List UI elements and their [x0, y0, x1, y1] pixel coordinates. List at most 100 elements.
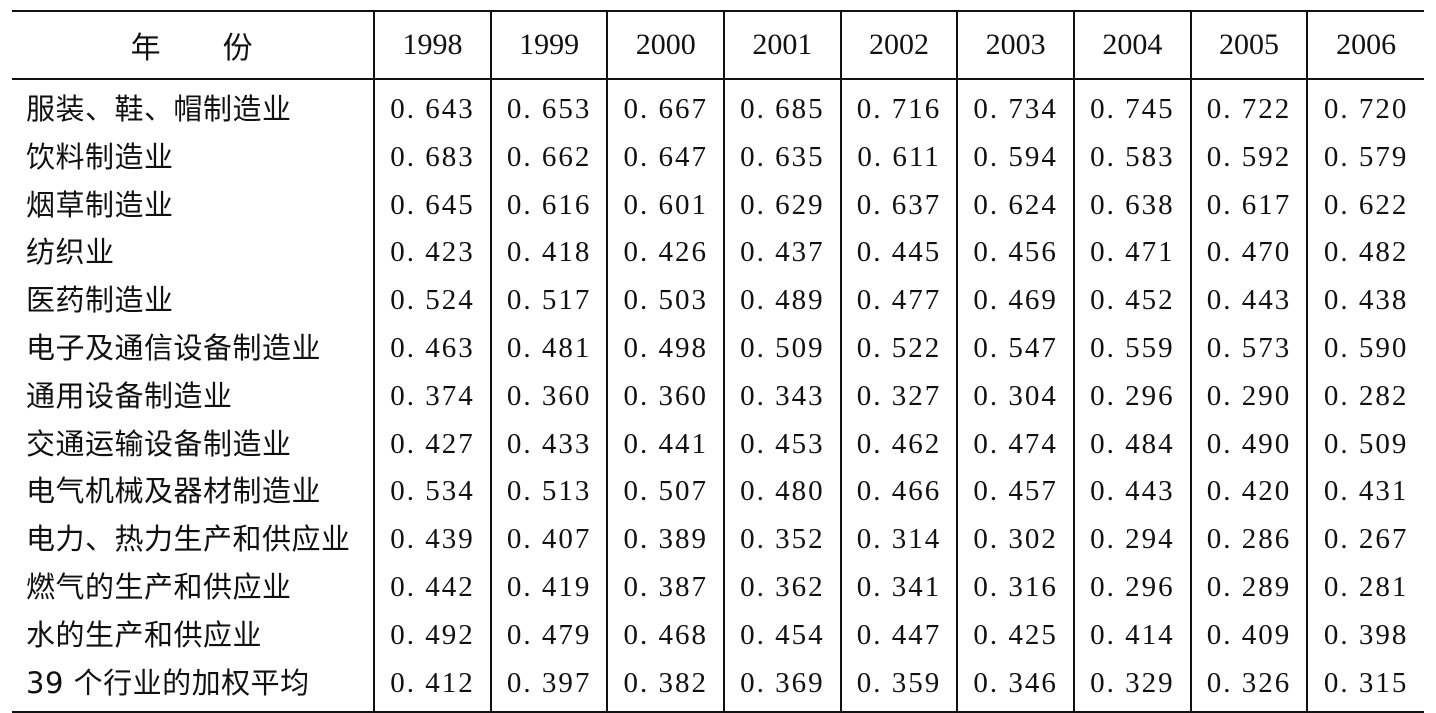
value-cell: 0. 547	[956, 324, 1074, 373]
industry-name-cell: 电气机械及器材制造业	[26, 474, 322, 509]
header-year-label: 年份	[12, 11, 374, 79]
value-cell: 0. 469	[956, 277, 1074, 325]
value-cell: 0. 382	[606, 659, 725, 713]
value-cell: 0. 418	[489, 229, 608, 278]
value-cell: 0. 524	[373, 277, 491, 325]
value-cell: 0. 470	[1189, 229, 1308, 278]
data-table: 年份 1998 1999 2000 2001 2002 2003 2004 20…	[12, 10, 1424, 713]
value-cell: 0. 419	[489, 563, 608, 612]
value-cell: 0. 645	[373, 181, 491, 230]
value-cell: 0. 482	[1306, 229, 1424, 278]
value-cell: 0. 343	[723, 372, 841, 421]
industry-name-cell: 交通运输设备制造业	[26, 426, 292, 461]
industry-name-cell: 水的生产和供应业	[26, 617, 263, 652]
value-cell: 0. 315	[1306, 659, 1424, 713]
value-cell: 0. 346	[956, 659, 1074, 713]
table-row: 通用设备制造业 0. 374 0. 360 0. 360 0. 343 0. 327 0. …	[12, 372, 1424, 421]
industry-name-cell: 电力、热力生产和供应业	[26, 522, 351, 557]
value-cell: 0. 362	[723, 563, 841, 612]
value-cell: 0. 329	[1073, 659, 1191, 713]
value-cell: 0. 667	[606, 79, 725, 134]
value-cell: 0. 653	[489, 79, 608, 134]
value-cell: 0. 489	[723, 277, 841, 325]
value-cell: 0. 583	[1073, 133, 1191, 182]
value-cell: 0. 447	[839, 611, 958, 660]
value-cell: 0. 316	[956, 563, 1074, 612]
value-cell: 0. 594	[956, 133, 1074, 182]
value-cell: 0. 722	[1189, 79, 1308, 134]
value-cell: 0. 412	[373, 659, 491, 713]
value-cell: 0. 374	[373, 372, 491, 421]
value-cell: 0. 592	[1189, 133, 1308, 182]
value-cell: 0. 624	[956, 181, 1074, 230]
value-cell: 0. 431	[1306, 468, 1424, 517]
value-cell: 0. 286	[1189, 516, 1308, 564]
value-cell: 0. 282	[1306, 372, 1424, 421]
industry-name-cell: 39 个行业的加权平均	[26, 665, 310, 700]
value-cell: 0. 352	[723, 516, 841, 564]
industry-name-cell: 服装、鞋、帽制造业	[26, 92, 292, 126]
value-cell: 0. 457	[956, 468, 1074, 517]
value-cell: 0. 662	[489, 133, 608, 182]
value-cell: 0. 745	[1073, 79, 1191, 134]
value-cell: 0. 466	[839, 468, 958, 517]
industry-name-cell: 电子及通信设备制造业	[26, 330, 322, 365]
value-cell: 0. 443	[1189, 277, 1308, 325]
table-row: 纺织业 0. 423 0. 418 0. 426 0. 437 0. 445 0. 456 0…	[12, 229, 1424, 278]
value-cell: 0. 456	[956, 229, 1074, 278]
value-cell: 0. 442	[373, 563, 491, 612]
table-row: 饮料制造业 0. 683 0. 662 0. 647 0. 635 0. 611 0. 59…	[12, 133, 1424, 182]
value-cell: 0. 369	[723, 659, 841, 713]
value-cell: 0. 685	[723, 79, 841, 134]
value-cell: 0. 637	[839, 181, 958, 230]
value-cell: 0. 441	[606, 420, 725, 469]
value-cell: 0. 468	[606, 611, 725, 660]
value-cell: 0. 290	[1189, 372, 1308, 421]
value-cell: 0. 716	[839, 79, 958, 134]
value-cell: 0. 481	[489, 324, 608, 373]
value-cell: 0. 407	[489, 516, 608, 564]
value-cell: 0. 534	[373, 468, 491, 517]
table-row: 服装、鞋、帽制造业 0. 643 0. 653 0. 667 0. 685 0. 716 0…	[12, 79, 1424, 134]
value-cell: 0. 387	[606, 563, 725, 612]
value-cell: 0. 579	[1306, 133, 1424, 182]
value-cell: 0. 509	[1306, 420, 1424, 469]
industry-name-cell: 烟草制造业	[26, 187, 174, 222]
table-row: 燃气的生产和供应业 0. 442 0. 419 0. 387 0. 362 0. 341 0…	[12, 563, 1424, 612]
value-cell: 0. 341	[839, 563, 958, 612]
value-cell: 0. 629	[723, 181, 841, 230]
value-cell: 0. 304	[956, 372, 1074, 421]
value-cell: 0. 302	[956, 516, 1074, 564]
value-cell: 0. 425	[956, 611, 1074, 660]
value-cell: 0. 454	[723, 611, 841, 660]
table-row: 烟草制造业 0. 645 0. 616 0. 601 0. 629 0. 637 0. 62…	[12, 181, 1424, 230]
value-cell: 0. 267	[1306, 516, 1424, 564]
table-body: 服装、鞋、帽制造业 0. 643 0. 653 0. 667 0. 685 0. 716 0…	[12, 79, 1424, 713]
value-cell: 0. 453	[723, 420, 841, 469]
header-year: 2001	[723, 11, 841, 79]
table-row: 电气机械及器材制造业 0. 534 0. 513 0. 507 0. 480 0. 466…	[12, 468, 1424, 517]
value-cell: 0. 389	[606, 516, 725, 564]
header-year: 1998	[373, 11, 491, 79]
value-cell: 0. 509	[723, 324, 841, 373]
value-cell: 0. 480	[723, 468, 841, 517]
industry-name-cell: 通用设备制造业	[26, 378, 233, 413]
value-cell: 0. 326	[1189, 659, 1308, 713]
table-row: 39 个行业的加权平均 0. 412 0. 397 0. 382 0. 369 0. 35…	[12, 659, 1424, 713]
header-year: 2006	[1306, 11, 1424, 79]
value-cell: 0. 281	[1306, 563, 1424, 612]
table-row: 电子及通信设备制造业 0. 463 0. 481 0. 498 0. 509 0. 522…	[12, 324, 1424, 373]
header-row: 年份 1998 1999 2000 2001 2002 2003 2004 20…	[12, 11, 1424, 79]
table-row: 医药制造业 0. 524 0. 517 0. 503 0. 489 0. 477 0. 46…	[12, 277, 1424, 325]
value-cell: 0. 638	[1073, 181, 1191, 230]
header-year: 2003	[956, 11, 1074, 79]
value-cell: 0. 484	[1073, 420, 1191, 469]
header-year: 1999	[489, 11, 608, 79]
value-cell: 0. 398	[1306, 611, 1424, 660]
value-cell: 0. 314	[839, 516, 958, 564]
value-cell: 0. 492	[373, 611, 491, 660]
value-cell: 0. 517	[489, 277, 608, 325]
value-cell: 0. 327	[839, 372, 958, 421]
value-cell: 0. 477	[839, 277, 958, 325]
value-cell: 0. 683	[373, 133, 491, 182]
